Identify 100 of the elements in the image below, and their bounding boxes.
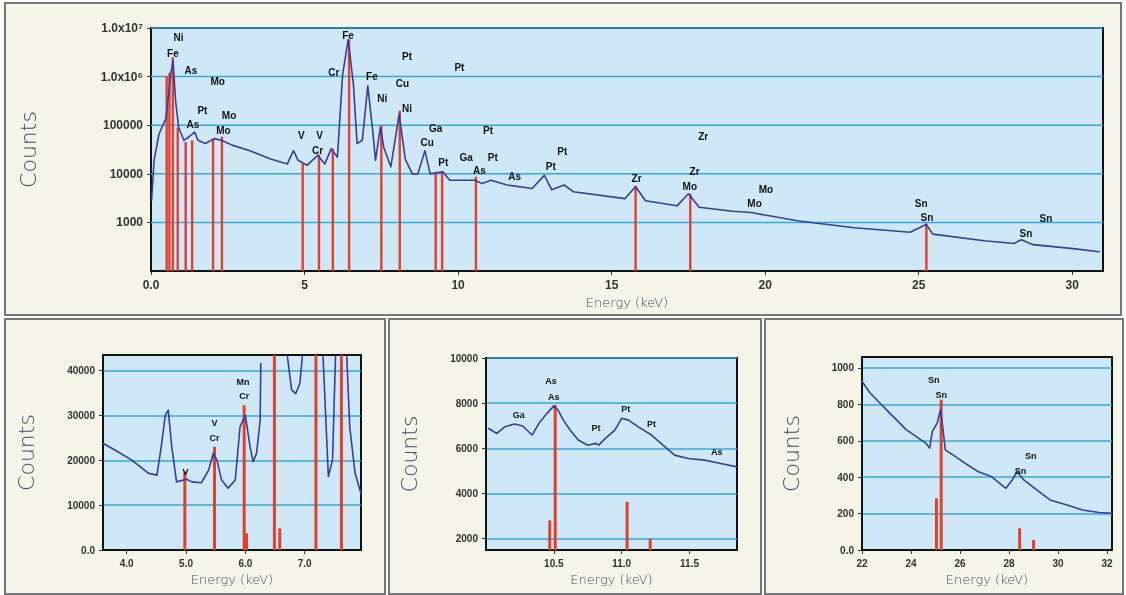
x-tick-label: 5	[301, 278, 309, 293]
bar	[935, 498, 939, 550]
x-tick-label: 30	[1065, 278, 1080, 293]
annotation: Pt	[197, 105, 209, 117]
y-axis-title: Counts	[778, 415, 804, 492]
annotation: Pt	[438, 157, 449, 169]
line-series	[487, 405, 738, 468]
annotation: As	[473, 164, 487, 176]
y-tick-label: 1000	[831, 362, 855, 374]
annotation: Cr	[312, 145, 324, 157]
y-tick-label: 40000	[67, 365, 96, 377]
annotation: V	[182, 466, 189, 477]
y-tick-label: 20000	[67, 454, 96, 466]
y-tick-label: 1000	[116, 215, 144, 230]
bar	[183, 471, 187, 550]
annotation: As	[710, 446, 723, 457]
annotation: Cr	[328, 67, 340, 79]
annotation: Mo	[682, 181, 698, 193]
annotation: Fe	[342, 29, 355, 41]
annotation: Pt	[621, 404, 631, 415]
annotation: Pt	[487, 151, 499, 163]
y-tick-label: 1.0x10⁶	[100, 69, 143, 84]
annotation: As	[184, 65, 198, 77]
x-tick-label: 5.0	[179, 557, 194, 569]
annotation: As	[548, 392, 560, 403]
y-tick-label: 10000	[450, 352, 479, 364]
y-tick-label: 100000	[102, 118, 144, 133]
x-tick-label: 10	[451, 278, 466, 293]
annotation: Sn	[914, 197, 928, 209]
bar	[213, 446, 216, 550]
x-tick-label: 6.0	[238, 557, 253, 569]
y-tick-label: 6000	[455, 442, 479, 454]
y-tick-label: 30000	[67, 410, 96, 422]
x-tick-label: 7.0	[297, 557, 313, 569]
y-tick-label: 400	[837, 471, 855, 483]
y-tick-label: 2000	[455, 533, 479, 545]
annotation: V	[298, 130, 306, 142]
annotation: V	[211, 418, 218, 429]
bar	[339, 355, 343, 550]
y-axis-title: Counts	[396, 415, 422, 493]
x-tick-label: 28	[1003, 557, 1016, 569]
y-tick-label: 10000	[67, 499, 96, 511]
y-tick-label: 600	[837, 435, 855, 447]
x-tick-label: 15	[604, 278, 619, 293]
bar	[242, 405, 246, 550]
x-tick-label: 30	[1052, 557, 1065, 569]
annotation: Mn	[236, 376, 250, 387]
annotation: Pt	[545, 161, 557, 173]
y-tick-label: 0.0	[840, 544, 855, 556]
annotation: Ni	[173, 32, 184, 44]
x-axis-title: Energy (keV)	[945, 571, 1029, 587]
annotation: Sn	[1039, 213, 1053, 225]
annotation: Sn	[1014, 466, 1027, 477]
annotation: Ni	[402, 103, 413, 115]
bar	[1018, 528, 1022, 550]
y-tick-label: 8000	[455, 397, 479, 409]
x-tick-label: 0.0	[142, 278, 160, 293]
annotation: Cr	[239, 391, 250, 402]
annotation: Mo	[221, 110, 237, 122]
annotation: Mo	[216, 124, 231, 136]
annotation: Pt	[591, 423, 601, 434]
x-tick-label: 24	[905, 557, 918, 569]
bar	[314, 355, 318, 550]
y-axis-title: Counts	[13, 414, 39, 491]
x-tick-label: 10.5	[544, 557, 564, 569]
annotation: Sn	[935, 389, 948, 400]
bar	[272, 355, 276, 550]
annotation: Fe	[167, 47, 180, 59]
annotation: Pt	[402, 51, 413, 63]
x-axis-title: Energy (keV)	[570, 571, 653, 587]
y-tick-label: 0.0	[81, 544, 96, 556]
x-tick-label: 32	[1101, 557, 1114, 569]
annotation: V	[316, 130, 324, 142]
x-tick-label: 11.5	[680, 557, 700, 569]
annotation: Mo	[210, 75, 225, 87]
annotation: Ga	[512, 409, 526, 420]
x-axis-title: Energy (keV)	[190, 571, 274, 587]
x-tick-label: 25	[912, 278, 926, 293]
bar	[278, 528, 282, 550]
y-tick-label: 10000	[109, 166, 144, 181]
annotation: Sn	[927, 374, 940, 385]
annotation: Sn	[1019, 227, 1033, 239]
annotation: Pt	[646, 419, 656, 430]
x-axis-title: Energy (keV)	[585, 295, 669, 310]
annotation: Cu	[420, 137, 434, 149]
annotation: Pt	[557, 146, 568, 158]
annotation: As	[508, 171, 522, 183]
x-tick-label: 11.0	[612, 557, 632, 569]
annotation: Pt	[454, 62, 466, 74]
annotation: Mo	[747, 197, 762, 209]
y-axis-title: Counts	[15, 111, 41, 188]
y-tick-label: 800	[837, 398, 855, 410]
bar	[939, 399, 943, 550]
bar	[1032, 539, 1036, 550]
annotation: Sn	[920, 212, 934, 224]
annotation: As	[545, 376, 557, 387]
annotation: Sn	[1024, 450, 1037, 461]
y-tick-label: 1.0x10⁷	[101, 21, 144, 35]
x-tick-label: 4.0	[119, 557, 135, 569]
annotation: Cr	[209, 433, 220, 444]
